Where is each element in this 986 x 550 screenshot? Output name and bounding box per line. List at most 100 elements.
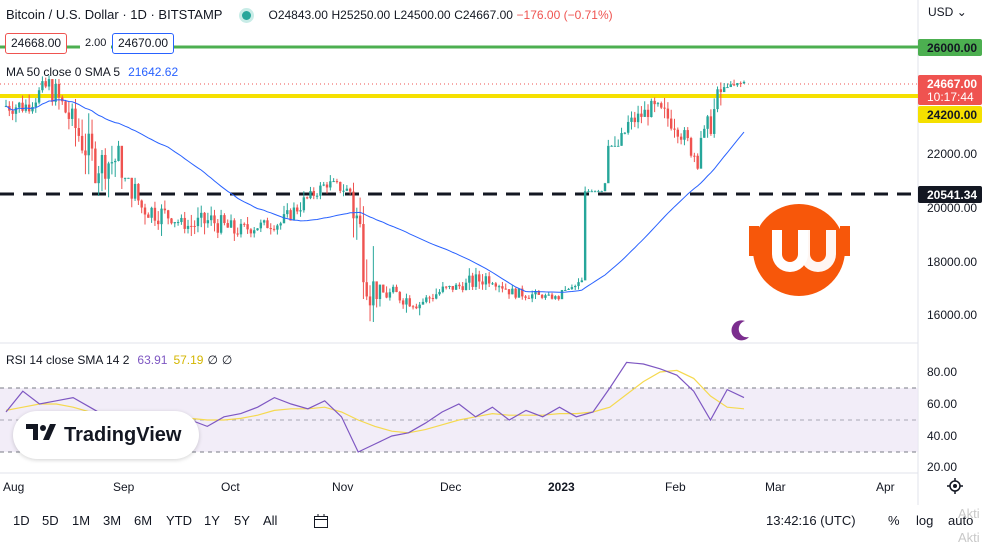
candle-body (603, 183, 607, 192)
candle-body (368, 296, 372, 306)
moon-icon (731, 320, 749, 341)
auto-toggle[interactable]: auto (948, 513, 974, 528)
date-range-icon[interactable] (313, 513, 329, 532)
candle-body (415, 306, 418, 309)
candle-body (329, 181, 332, 188)
candle-body (150, 207, 153, 218)
rsi-empty-value: ∅ (207, 353, 218, 367)
candle-body (157, 220, 160, 225)
range-1d[interactable]: 1D (13, 513, 30, 528)
candle-body (583, 191, 587, 281)
candle-body (110, 162, 114, 164)
clock-label[interactable]: 13:42:16 (UTC) (766, 513, 856, 528)
market-status-icon (241, 11, 251, 21)
candle-body (716, 89, 719, 110)
countdown-label: 10:17:44 (927, 90, 974, 104)
sell-button[interactable]: 24668.00 (5, 33, 68, 54)
candle-body (31, 106, 34, 112)
candle-body (597, 191, 600, 193)
ma-line (5, 99, 745, 293)
time-tick: Dec (440, 480, 461, 494)
candle-body (646, 109, 650, 118)
candle-body (335, 181, 339, 183)
candle-body (574, 286, 577, 288)
candle-body (554, 296, 557, 299)
time-tick: Apr (876, 480, 895, 494)
buy-button[interactable]: 24670.00 (112, 33, 175, 54)
candle-body (209, 215, 213, 221)
log-toggle[interactable]: log (916, 513, 934, 528)
candle-body (173, 222, 176, 224)
candle-body (358, 215, 362, 225)
candle-body (514, 288, 517, 298)
price-tick: 20000.00 (927, 201, 977, 215)
candle-body (206, 220, 210, 224)
tradingview-logo[interactable]: TradingView (13, 411, 199, 459)
chart-canvas[interactable]: 22000.00 20000.00 18000.00 16000.00 2600… (0, 0, 986, 505)
candle-body (133, 183, 137, 199)
candle-body (547, 294, 550, 296)
candle-body (441, 286, 445, 292)
ma-legend[interactable]: MA 50 close 0 SMA 5 21642.62 (6, 65, 178, 79)
candle-body (673, 128, 676, 130)
candle-body (640, 113, 643, 117)
candle-body (140, 200, 143, 208)
candle-body (497, 286, 501, 288)
candle-body (219, 215, 223, 233)
candle-body (100, 154, 104, 174)
candle-body (630, 117, 633, 122)
rsi-legend-label: RSI 14 close SMA 14 2 (6, 353, 130, 367)
range-all[interactable]: All (263, 513, 278, 528)
candle-body (163, 208, 167, 211)
candle-body (451, 285, 454, 290)
candle-body (501, 286, 504, 289)
rsi-legend[interactable]: RSI 14 close SMA 14 2 63.91 57.19 ∅ ∅ (6, 353, 232, 367)
candle-body (90, 133, 94, 149)
range-ytd[interactable]: YTD (166, 513, 192, 528)
candle-body (143, 207, 147, 215)
candle-body (395, 286, 398, 293)
candle-body (183, 217, 186, 229)
candle-body (216, 223, 220, 233)
price-tick: 22000.00 (927, 147, 977, 161)
candle-body (282, 214, 286, 224)
symbol-title[interactable]: Bitcoin / U.S. Dollar · 1D · BITSTAMP (6, 7, 223, 22)
percent-toggle[interactable]: % (888, 513, 900, 528)
gear-icon[interactable] (947, 478, 963, 494)
candle-body (70, 108, 74, 119)
candle-body (94, 148, 97, 184)
candle-body (362, 224, 365, 283)
candle-body (117, 145, 120, 161)
candle-body (471, 275, 474, 287)
candle-body (544, 295, 547, 298)
tradingview-logo-text: TradingView (64, 423, 182, 446)
candle-body (411, 306, 415, 308)
candle-body (398, 292, 402, 301)
candle-body (296, 207, 299, 212)
currency-selector[interactable]: USD ⌄ (928, 5, 967, 19)
range-3m[interactable]: 3M (103, 513, 122, 528)
range-1y[interactable]: 1Y (204, 513, 220, 528)
candle-body (494, 283, 497, 287)
candle-body (428, 297, 431, 299)
range-1m[interactable]: 1M (72, 513, 91, 528)
candle-body (699, 137, 703, 169)
candle-body (524, 296, 527, 298)
candle-body (378, 284, 382, 300)
candle-body (560, 289, 564, 300)
candle-body (120, 145, 124, 178)
candle-body (127, 177, 130, 179)
symbol-header[interactable]: Bitcoin / U.S. Dollar · 1D · BITSTAMP O2… (6, 7, 613, 22)
dashed-level-tag (918, 186, 982, 203)
currency-label: USD (928, 5, 954, 19)
candle-body (233, 220, 236, 234)
candle-body (34, 102, 37, 107)
range-5d[interactable]: 5D (42, 513, 59, 528)
candle-body (166, 210, 170, 219)
candle-body (564, 289, 567, 291)
range-6m[interactable]: 6M (134, 513, 153, 528)
tradingview-logo-icon (26, 422, 58, 448)
range-5y[interactable]: 5Y (234, 513, 250, 528)
candle-body (365, 282, 368, 297)
time-tick: Feb (665, 480, 686, 494)
